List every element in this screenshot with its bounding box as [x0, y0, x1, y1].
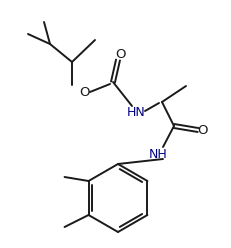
- Text: NH: NH: [149, 148, 167, 160]
- Text: O: O: [80, 87, 90, 99]
- Text: O: O: [198, 124, 208, 136]
- Text: O: O: [115, 49, 125, 62]
- Text: HN: HN: [127, 105, 145, 119]
